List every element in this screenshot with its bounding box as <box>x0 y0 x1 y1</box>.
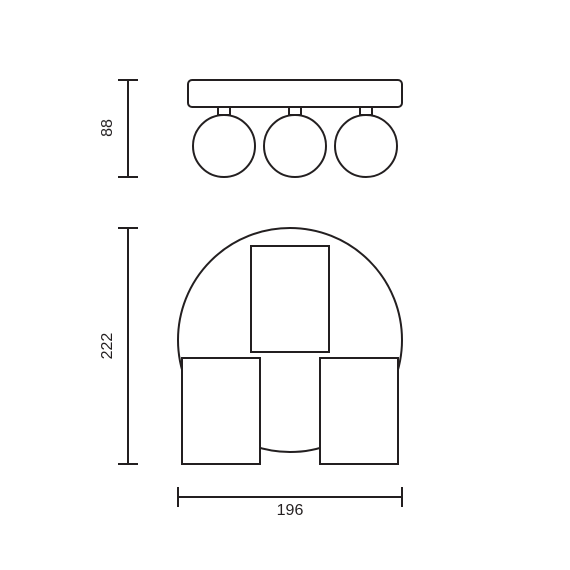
globe-3 <box>335 115 397 177</box>
globe-1 <box>193 115 255 177</box>
neck-1 <box>218 107 230 115</box>
spot-rect-2 <box>182 358 260 464</box>
neck-2 <box>289 107 301 115</box>
mounting-plate <box>188 80 402 107</box>
dim-label: 222 <box>99 333 116 360</box>
spot-rect-3 <box>320 358 398 464</box>
dim-label: 196 <box>277 502 304 519</box>
dim-height-88: 88 <box>99 80 138 177</box>
dim-label: 88 <box>99 119 116 137</box>
neck-3 <box>360 107 372 115</box>
technical-drawing: 88 222 196 <box>0 0 570 570</box>
dim-height-222: 222 <box>99 228 138 464</box>
side-view <box>188 80 402 177</box>
dim-width-196: 196 <box>178 487 402 519</box>
globe-2 <box>264 115 326 177</box>
spot-rect-1 <box>251 246 329 352</box>
top-view <box>178 228 402 464</box>
